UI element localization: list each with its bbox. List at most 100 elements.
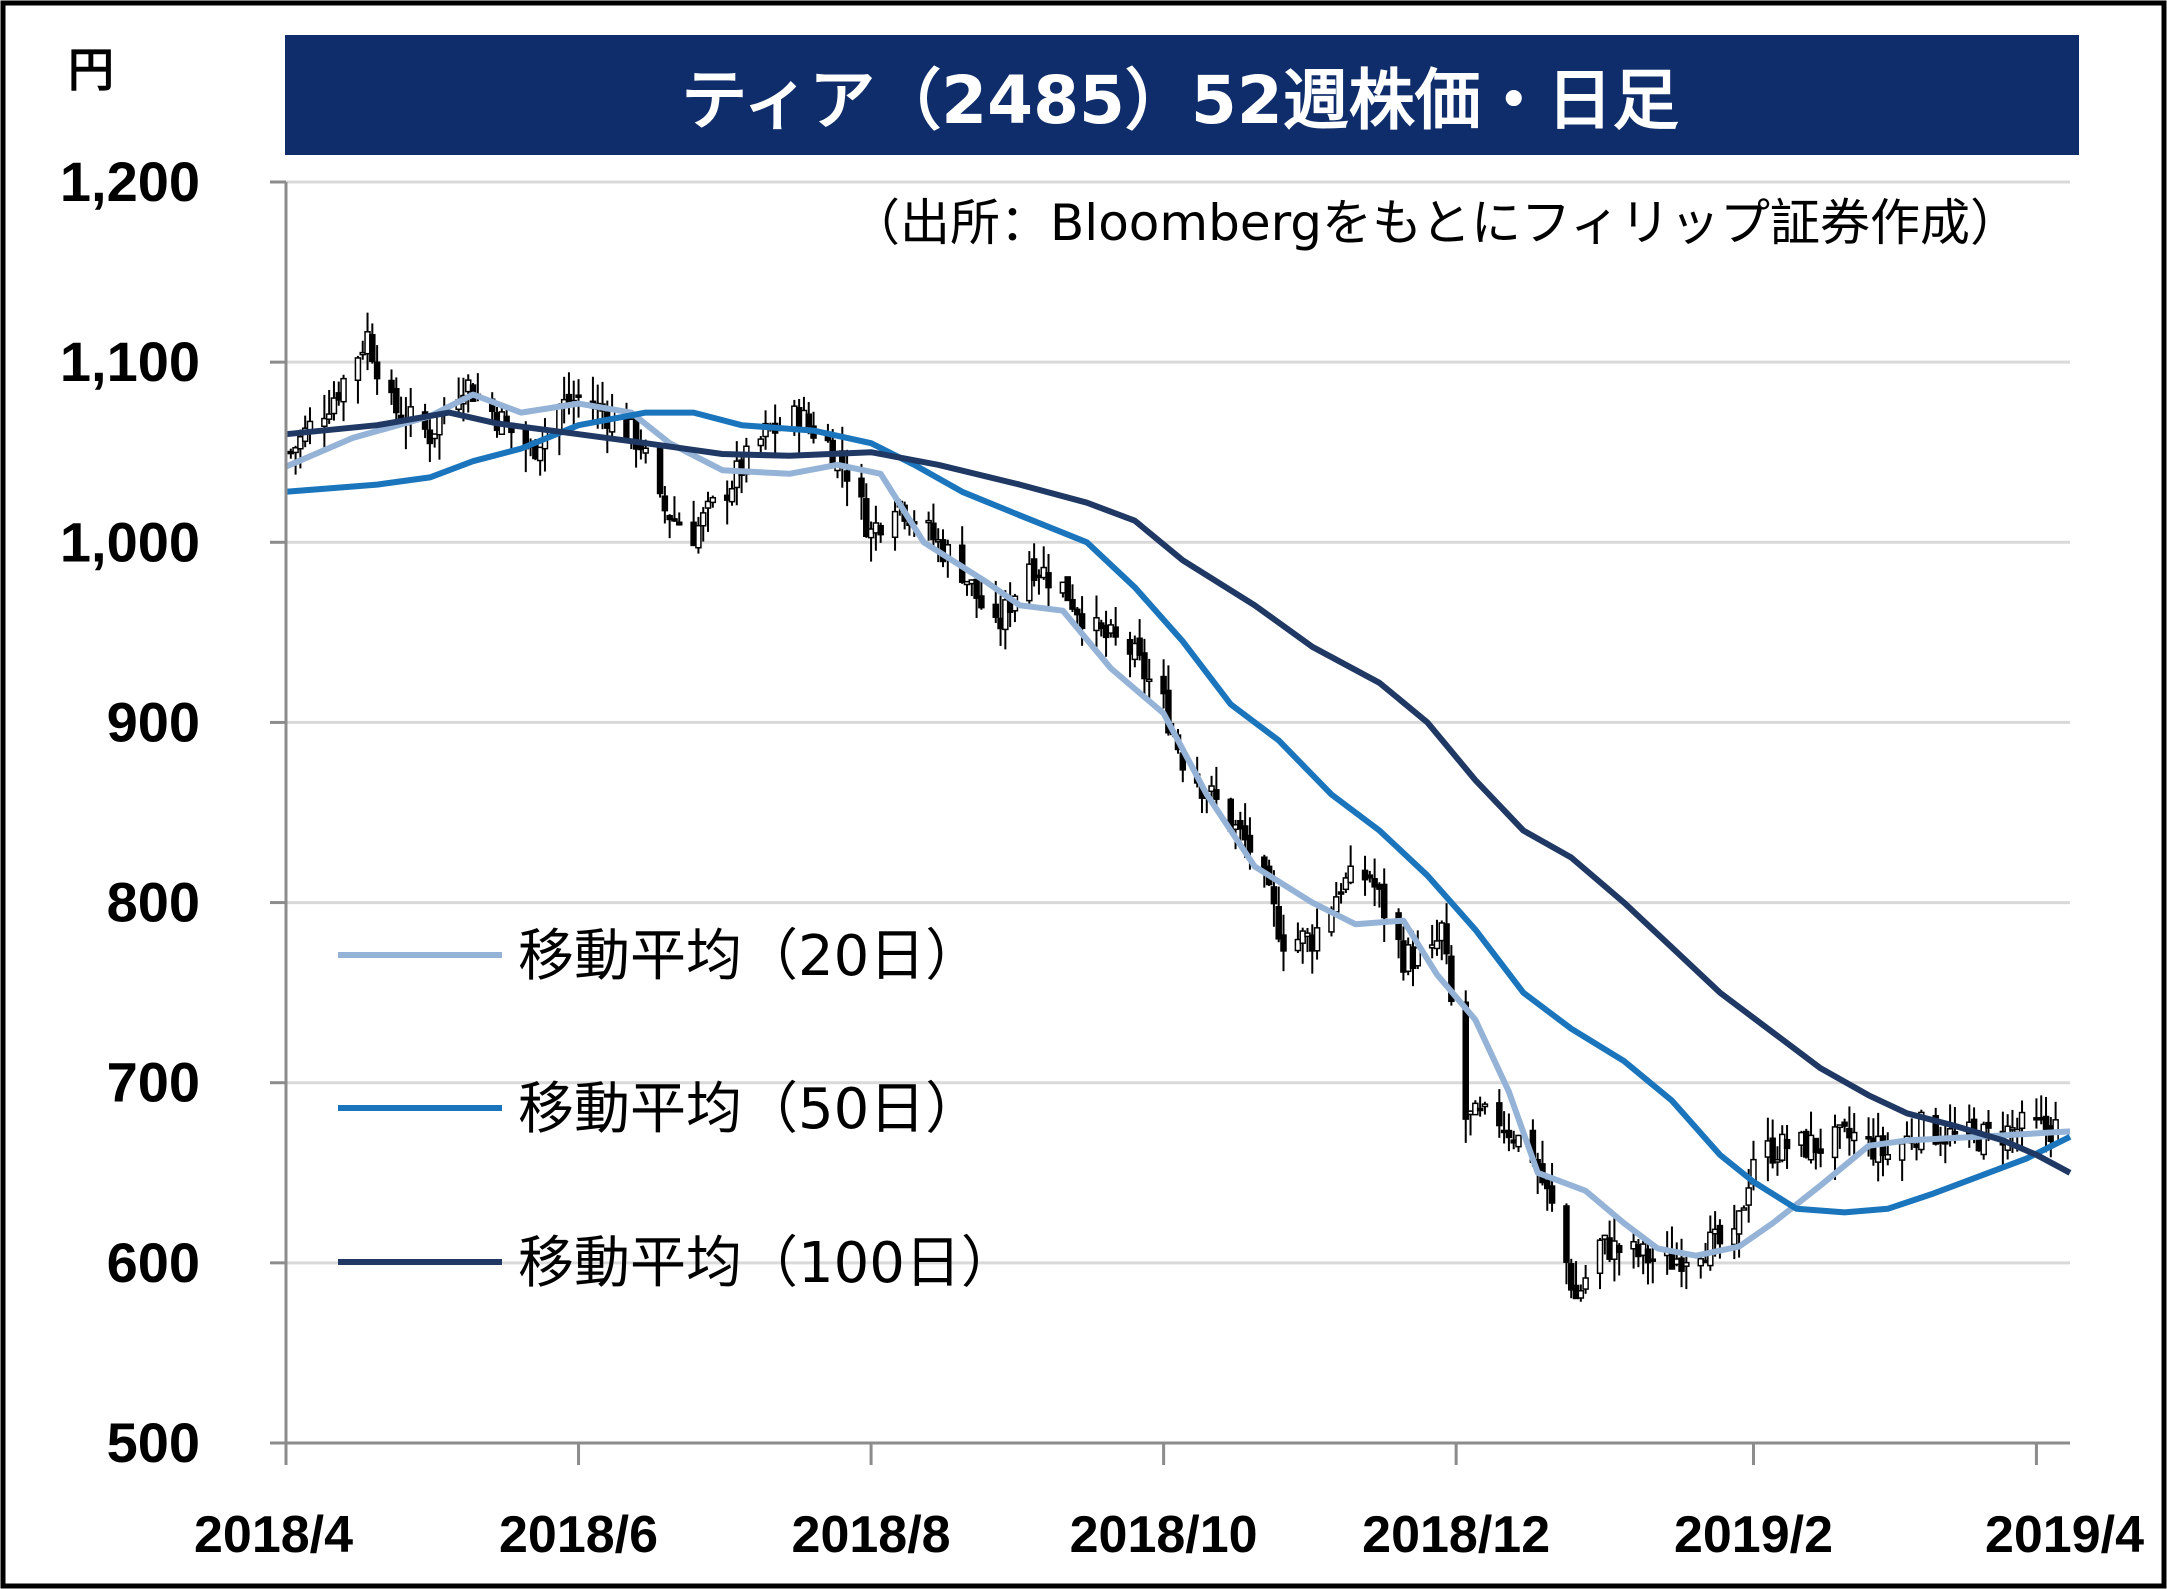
candle-body bbox=[1683, 1261, 1690, 1267]
candle-body bbox=[575, 394, 582, 398]
candle-body bbox=[1481, 1103, 1489, 1108]
candle-body bbox=[1596, 1239, 1604, 1275]
candle-body bbox=[1735, 1210, 1743, 1235]
ma-line-1 bbox=[285, 409, 2072, 1216]
candle-body bbox=[1841, 1121, 1848, 1127]
candle-body bbox=[1294, 938, 1302, 952]
candle-body bbox=[1707, 1231, 1714, 1267]
x-tick-label: 2018/6 bbox=[499, 1506, 658, 1564]
candle-body bbox=[666, 514, 673, 521]
candle-body bbox=[930, 522, 937, 541]
candle-body bbox=[1918, 1111, 1925, 1151]
candle-body bbox=[1371, 878, 1378, 888]
candle-body bbox=[1395, 912, 1402, 941]
y-tick-label: 1,000 bbox=[60, 510, 200, 573]
candle-body bbox=[2042, 1115, 2050, 1130]
candle-body bbox=[321, 417, 328, 428]
candle-body bbox=[1831, 1126, 1839, 1159]
candle-body bbox=[1026, 563, 1033, 602]
candle-body bbox=[325, 413, 333, 420]
gridlines bbox=[286, 180, 2070, 1265]
candle-body bbox=[536, 446, 544, 462]
candle-body bbox=[1812, 1137, 1820, 1154]
candle-body bbox=[1347, 865, 1354, 884]
candle-body bbox=[1112, 626, 1119, 638]
candle-body bbox=[1932, 1115, 1939, 1145]
candle-body bbox=[1601, 1234, 1609, 1240]
candle-body bbox=[877, 524, 884, 536]
x-tick-label: 2018/4 bbox=[194, 1506, 353, 1564]
candle-body bbox=[1563, 1205, 1570, 1263]
candle-body bbox=[858, 477, 865, 498]
candle-body bbox=[675, 521, 683, 526]
candle-body bbox=[1615, 1244, 1623, 1254]
candle-body bbox=[642, 447, 649, 454]
y-unit-label: 円 bbox=[68, 43, 114, 97]
candle-body bbox=[388, 379, 395, 394]
candle-body bbox=[1515, 1134, 1522, 1148]
ma-line-2 bbox=[285, 409, 2072, 1176]
candle-body bbox=[340, 377, 347, 403]
candle-body bbox=[330, 397, 338, 415]
candle-body bbox=[1644, 1248, 1652, 1264]
candle-body bbox=[1030, 558, 1038, 582]
candle-body bbox=[1069, 598, 1076, 610]
candle-body bbox=[1985, 1121, 1992, 1129]
candle-body bbox=[1136, 637, 1143, 656]
candle-body bbox=[1548, 1185, 1556, 1204]
candle-body bbox=[992, 603, 1000, 618]
candle-body bbox=[436, 415, 443, 436]
candle-body bbox=[709, 496, 717, 504]
candle-body bbox=[1582, 1277, 1589, 1290]
candle-body bbox=[978, 595, 985, 609]
x-tick-label: 2018/10 bbox=[1070, 1506, 1258, 1564]
legend-label: 移動平均（50日） bbox=[518, 1077, 981, 1142]
candle-body bbox=[1241, 825, 1249, 841]
legend-label: 移動平均（20日） bbox=[518, 924, 981, 989]
y-tick-label: 600 bbox=[107, 1231, 200, 1294]
x-tick-label: 2019/4 bbox=[1985, 1506, 2144, 1564]
candle-body bbox=[1275, 905, 1282, 940]
candle-body bbox=[354, 357, 362, 382]
x-tick-label: 2018/12 bbox=[1362, 1506, 1550, 1564]
candle-body bbox=[1074, 608, 1081, 616]
chart-title: ティア（2485）52週株価・日足 bbox=[681, 62, 1679, 139]
candle-body bbox=[1745, 1187, 1752, 1206]
title-banner bbox=[285, 35, 2079, 155]
candle-body bbox=[1333, 896, 1340, 913]
legend-label: 移動平均（100日） bbox=[518, 1231, 1017, 1296]
ma-line-0 bbox=[284, 391, 2071, 1259]
candle-body bbox=[1246, 834, 1254, 853]
candle-body bbox=[1448, 955, 1455, 1003]
candle-body bbox=[863, 498, 870, 538]
candle-body bbox=[1002, 599, 1009, 631]
candle-body bbox=[1649, 1258, 1657, 1262]
y-tick-label: 500 bbox=[107, 1411, 200, 1474]
candle-body bbox=[661, 495, 669, 512]
candle-body bbox=[805, 413, 812, 428]
candle-body bbox=[757, 438, 765, 447]
candle-body bbox=[1769, 1137, 1776, 1164]
candle-body bbox=[1476, 1107, 1484, 1112]
x-tick-label: 2019/2 bbox=[1674, 1506, 1833, 1564]
candle-body bbox=[973, 578, 980, 599]
candle-body bbox=[1496, 1102, 1503, 1127]
candle-body bbox=[1342, 877, 1350, 891]
candle-body bbox=[1078, 613, 1086, 630]
candle-body bbox=[925, 519, 932, 524]
candle-body bbox=[1313, 927, 1321, 952]
candle-body bbox=[1443, 923, 1450, 955]
y-tick-label: 800 bbox=[107, 871, 200, 934]
candle-body bbox=[728, 487, 736, 503]
y-tick-label: 1,100 bbox=[60, 330, 200, 393]
candle-body bbox=[1898, 1143, 1906, 1161]
candle-body bbox=[1567, 1263, 1575, 1291]
legend: 移動平均（20日） 移動平均（50日） 移動平均（100日） bbox=[338, 924, 1017, 1296]
candle-body bbox=[891, 510, 899, 539]
candle-body bbox=[699, 512, 707, 527]
candle-body bbox=[2018, 1111, 2026, 1130]
candle-body bbox=[1716, 1224, 1724, 1245]
candle-body bbox=[1462, 1001, 1469, 1120]
candle-body bbox=[431, 433, 438, 440]
